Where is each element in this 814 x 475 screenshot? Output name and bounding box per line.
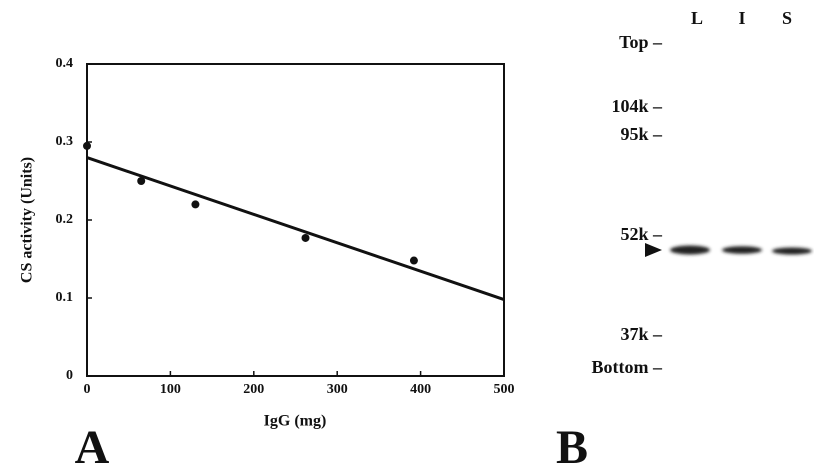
marker-label: 104k – [611,96,663,116]
marker-label: Bottom – [592,357,663,377]
band [722,246,762,254]
point [191,200,199,208]
blot [645,243,812,257]
point [83,142,91,150]
band [772,248,812,255]
x-tick-label: 200 [243,382,264,397]
lane-label: L [691,8,703,28]
marker-label: Top – [619,32,663,52]
point [302,234,310,242]
marker-label: 37k – [620,324,663,344]
y-tick-label: 0.1 [56,290,74,305]
y-tick-label: 0.2 [56,212,74,227]
panel-label: B [556,421,588,474]
x-tick-label: 300 [327,382,348,397]
marker-label: 95k – [620,124,663,144]
x-tick-label: 100 [160,382,181,397]
point [410,257,418,265]
y-tick-label: 0.4 [56,56,74,71]
x-tick-label: 0 [84,382,91,397]
lane-label: I [738,8,745,28]
band [670,246,710,255]
marker-label: 52k – [620,224,663,244]
lane-label: S [782,8,792,28]
x-axis-label: IgG (mg) [264,413,327,430]
plot-frame [87,64,504,376]
y-tick-label: 0 [66,368,73,383]
arrow [645,243,662,257]
x-tick-label: 500 [494,382,515,397]
trend-line [87,158,504,300]
y-tick-label: 0.3 [56,134,74,149]
figure: IgG (mg) CS activity (Units) A B 0 100 200… [0,0,814,475]
y-axis-label: CS activity (Units) [19,157,36,283]
x-tick-label: 400 [410,382,431,397]
point [137,177,145,185]
panel-label: A [75,421,110,474]
